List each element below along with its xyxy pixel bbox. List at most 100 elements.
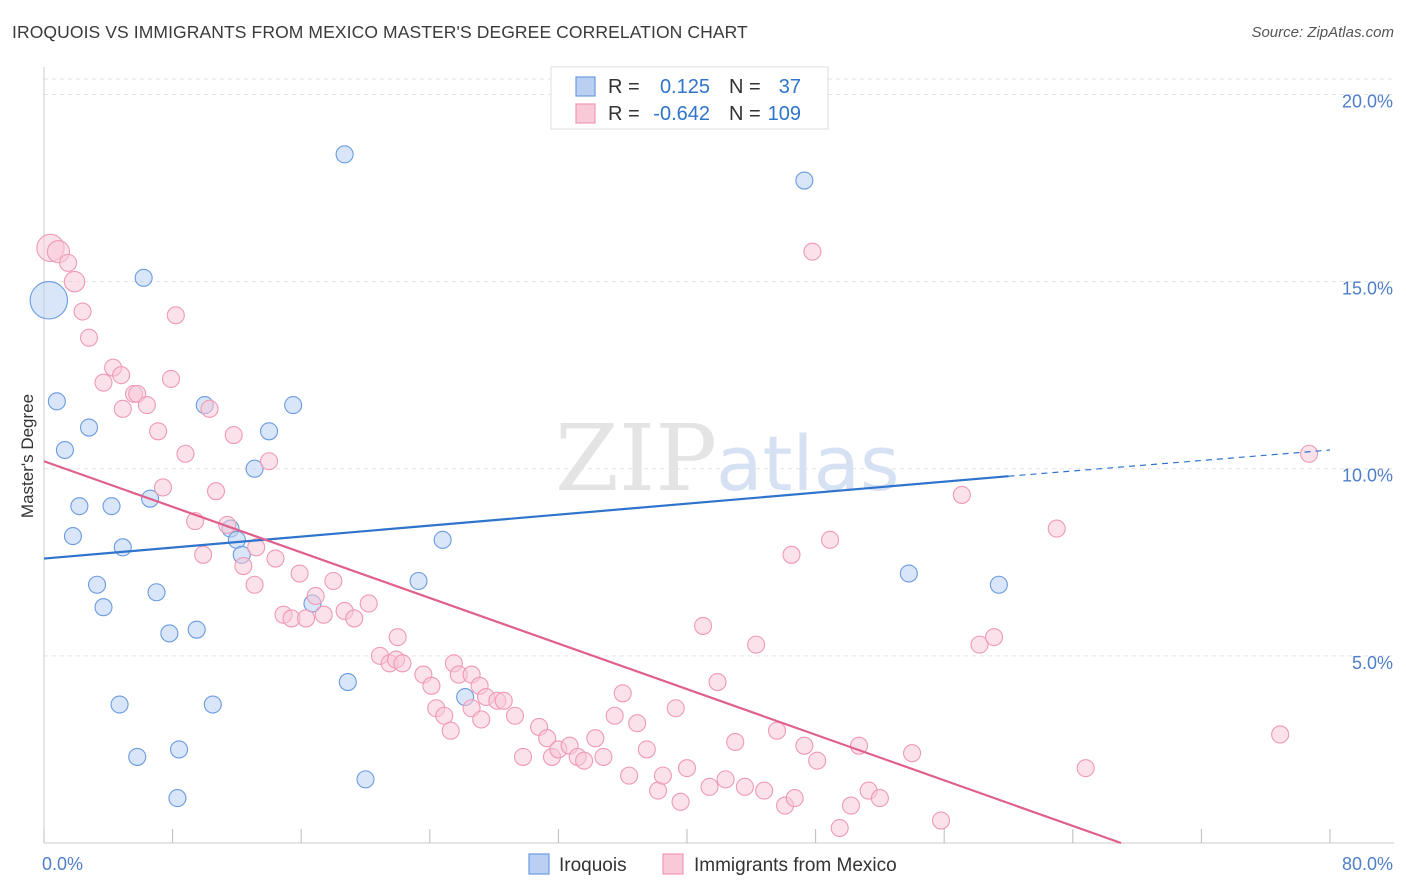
mexico-point xyxy=(785,789,804,808)
mexico-point xyxy=(224,425,243,445)
mexico-point xyxy=(708,673,727,692)
legend-r-label: R = xyxy=(608,103,640,125)
mexico-point xyxy=(137,396,156,415)
iroquois-point xyxy=(795,171,814,190)
mexico-point xyxy=(435,706,454,725)
mexico-point xyxy=(494,691,513,710)
series-legend-swatch-iroquois xyxy=(528,853,550,875)
mexico-point xyxy=(821,530,840,549)
iroquois-point xyxy=(87,575,107,594)
series-legend-label-mexico: Immigrants from Mexico xyxy=(694,855,897,876)
legend-n-value: 37 xyxy=(779,76,801,98)
iroquois-point xyxy=(227,530,246,549)
x-tick-label-min: 0.0% xyxy=(42,854,83,874)
mexico-point xyxy=(637,740,656,759)
mexico-point xyxy=(649,781,668,800)
mexico-point xyxy=(613,684,632,703)
iroquois-point xyxy=(47,392,66,411)
y-tick-labels: 5.0% 10.0% 15.0% 20.0% xyxy=(1342,91,1393,672)
x-tick-labels: 0.0% 80.0% xyxy=(42,854,1393,874)
mexico-point xyxy=(505,706,525,725)
mexico-point xyxy=(94,373,113,392)
series-legend-swatch-mexico xyxy=(662,853,684,875)
mexico-point xyxy=(902,744,922,763)
iroquois-point xyxy=(409,571,428,591)
y-tick-label: 10.0% xyxy=(1342,466,1393,486)
iroquois-point xyxy=(63,527,82,546)
legend-n-label: N = xyxy=(729,76,761,98)
iroquois-point xyxy=(160,624,179,643)
mexico-point xyxy=(513,747,533,766)
mexico-point xyxy=(849,736,869,755)
iroquois-point xyxy=(169,740,189,759)
mexico-point xyxy=(700,777,719,796)
mexico-point xyxy=(245,575,264,594)
mexico-point xyxy=(234,556,253,576)
mexico-point xyxy=(266,549,285,568)
mexico-point xyxy=(841,796,861,815)
iroquois-point xyxy=(29,281,69,320)
iroquois-point xyxy=(79,418,99,437)
iroquois-trend-line-extension xyxy=(1008,449,1331,477)
mexico-point xyxy=(538,729,557,748)
legend-n-value: 109 xyxy=(768,103,801,125)
mexico-point xyxy=(441,721,460,740)
axes xyxy=(43,67,1394,844)
mexico-point xyxy=(59,253,78,272)
mexico-point xyxy=(803,242,822,261)
iroquois-point xyxy=(55,440,74,460)
iroquois-point xyxy=(356,770,375,789)
mexico-point xyxy=(206,482,226,501)
iroquois-point xyxy=(335,145,354,164)
mexico-point xyxy=(984,628,1004,647)
mexico-point xyxy=(694,616,713,635)
legend-swatch-mexico xyxy=(575,103,596,124)
iroquois-point xyxy=(128,747,147,766)
mexico-point xyxy=(176,444,195,463)
iroquois-point xyxy=(203,695,222,714)
mexico-point xyxy=(795,736,814,755)
mexico-point xyxy=(1300,444,1319,463)
mexico-trend-line xyxy=(43,460,1122,845)
y-tick-label: 15.0% xyxy=(1342,279,1393,299)
stats-legend: R = 0.125 N = 37 R = -0.642 N = 109 xyxy=(550,66,829,130)
y-tick-label: 20.0% xyxy=(1342,91,1393,111)
legend-n-label: N = xyxy=(729,103,761,125)
mexico-point xyxy=(1271,725,1290,744)
iroquois-point xyxy=(899,564,918,583)
mexico-point xyxy=(290,564,309,583)
mexico-point xyxy=(194,545,213,564)
iroquois-point xyxy=(245,459,264,478)
mexico-point xyxy=(716,770,735,789)
legend-swatch-iroquois xyxy=(575,76,596,97)
series-legend-label-iroquois: Iroquois xyxy=(559,855,627,876)
mexico-point xyxy=(259,452,279,471)
legend-r-value: -0.642 xyxy=(653,103,710,125)
mexico-point xyxy=(755,781,774,800)
mexico-point xyxy=(472,710,491,729)
iroquois-point xyxy=(168,789,187,808)
mexico-point xyxy=(726,732,745,751)
mexico-point xyxy=(314,605,333,624)
series-legend: Iroquois Immigrants from Mexico xyxy=(528,853,897,876)
mexico-point xyxy=(393,654,412,673)
mexico-point xyxy=(359,594,378,613)
mexico-point xyxy=(166,306,185,325)
mexico-point xyxy=(782,545,801,564)
iroquois-point xyxy=(338,673,357,692)
iroquois-point xyxy=(94,598,113,617)
y-tick-label: 5.0% xyxy=(1352,653,1393,673)
mexico-point xyxy=(153,478,173,497)
mexico-point xyxy=(388,628,407,647)
mexico-point xyxy=(149,422,168,441)
legend-r-label: R = xyxy=(608,76,640,98)
mexico-point xyxy=(628,714,647,733)
watermark-zip: ZIP xyxy=(555,405,717,512)
mexico-point xyxy=(830,818,849,838)
mexico-point xyxy=(870,789,889,808)
iroquois-trend-line xyxy=(43,475,1009,560)
mexico-point xyxy=(200,399,219,418)
iroquois-point xyxy=(147,583,166,602)
mexico-point xyxy=(113,399,132,418)
